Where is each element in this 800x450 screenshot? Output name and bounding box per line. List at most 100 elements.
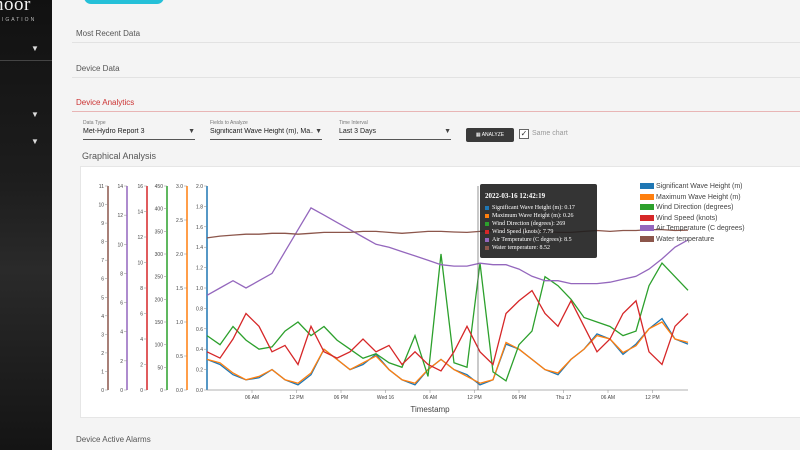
chevron-down-icon: ▼ [444,128,451,135]
legend-item[interactable]: Air Temperature (C degrees) [640,224,745,235]
analyze-label: ANALYZE [481,132,505,138]
y-tick-label: 2.0 [176,252,183,258]
y-tick-label: 8 [120,271,123,277]
y-tick-label: 0.8 [196,306,203,312]
sidebar-divider [0,60,52,61]
y-tick-label: 9 [101,221,104,227]
interval-value: Last 3 Days [339,128,376,135]
y-tick-label: 2 [140,363,143,369]
interval-label: Time Interval [339,120,368,126]
legend-item[interactable]: Significant Wave Height (m) [640,182,745,193]
analyze-button[interactable]: ▦ ANALYZE [466,128,514,142]
top-action-button[interactable] [84,0,164,4]
tooltip-row-text: Wind Direction (degrees): 269 [492,221,566,227]
y-tick-label: 8 [140,286,143,292]
y-tick-label: 4 [120,330,123,336]
y-tick-label: 10 [137,261,143,267]
legend-item[interactable]: Water temperature [640,235,745,246]
legend-swatch [640,225,654,232]
most-recent-data-header[interactable]: Most Recent Data [76,29,141,38]
chart-legend: Significant Wave Height (m) Maximum Wave … [640,182,745,245]
y-tick-label: 7 [101,258,104,264]
legend-swatch [640,193,654,200]
chevron-down-icon[interactable]: ▼ [31,44,39,53]
device-data-header[interactable]: Device Data [76,64,120,73]
tooltip-row: Significant Wave Height (m): 0.17 [485,204,597,212]
tooltip-row: Air Temperature (C degrees): 8.5 [485,236,597,244]
interval-select[interactable]: Last 3 Days ▼ [339,128,451,140]
y-tick-label: 1.8 [196,204,203,210]
brand-subtitle: IGATION [2,17,37,23]
tooltip-row: Maximum Wave Height (m): 0.26 [485,212,597,220]
x-tick-label: 12 PM [289,395,303,401]
y-tick-label: 6 [120,301,123,307]
y-tick-label: 2.5 [176,218,183,224]
chart-icon: ▦ [475,132,481,138]
tooltip-color-dot [485,205,489,210]
y-tick-label: 11 [99,184,104,190]
fields-value: Significant Wave Height (m), Ma... [210,128,316,135]
y-tick-label: 400 [155,207,164,213]
fields-select[interactable]: Significant Wave Height (m), Ma... ▼ [210,128,322,140]
y-tick-label: 14 [137,210,143,216]
y-tick-label: 0 [101,388,104,394]
tooltip-color-dot [485,237,489,242]
main-content: Most Recent Data Device Data Device Anal… [52,0,800,450]
y-tick-label: 6 [101,277,104,283]
chevron-down-icon: ▼ [188,128,195,135]
tooltip-row: Wind Speed (knots): 7.79 [485,228,597,236]
y-tick-label: 0.0 [196,388,203,394]
chevron-down-icon[interactable]: ▼ [31,137,39,146]
x-tick-label: 06 AM [245,395,259,401]
tooltip-row-text: Air Temperature (C degrees): 8.5 [492,237,572,243]
legend-item[interactable]: Maximum Wave Height (m) [640,193,745,204]
device-active-alarms-header[interactable]: Device Active Alarms [76,435,151,444]
y-tick-label: 4 [101,314,104,320]
y-tick-label: 200 [155,297,164,303]
y-tick-label: 3.0 [176,184,183,190]
y-tick-label: 100 [155,343,164,349]
divider [72,42,800,43]
y-tick-label: 450 [155,184,164,190]
y-tick-label: 10 [98,203,104,209]
y-tick-label: 0.2 [196,368,203,374]
legend-swatch [640,214,654,221]
legend-label: Wind Speed (knots) [656,214,718,222]
device-analytics-header[interactable]: Device Analytics [76,98,135,107]
y-tick-label: 150 [155,320,164,326]
legend-label: Significant Wave Height (m) [656,183,743,190]
x-tick-label: Wed 16 [377,395,394,401]
y-tick-label: 350 [155,229,164,235]
y-tick-label: 2 [101,351,104,357]
tooltip-row-text: Water temperature: 8.52 [492,245,550,251]
x-tick-label: 12 PM [467,395,481,401]
y-tick-label: 1.2 [196,266,203,272]
data-type-value: Met-Hydro Report 3 [83,128,145,135]
tooltip-row-text: Significant Wave Height (m): 0.17 [492,205,575,211]
legend-swatch [640,204,654,211]
data-type-select[interactable]: Met-Hydro Report 3 ▼ [83,128,195,140]
series-line [206,321,689,384]
x-tick-label: Thu 17 [556,395,572,401]
y-tick-label: 5 [101,295,104,301]
tooltip-row-text: Maximum Wave Height (m): 0.26 [492,213,574,219]
y-tick-label: 1.5 [176,286,183,292]
y-tick-label: 1.0 [176,320,183,326]
chart-tooltip: 2022-03-16 12:42:19 Significant Wave Hei… [480,184,597,258]
same-chart-label: Same chart [532,130,568,137]
series-line [206,207,689,296]
chevron-down-icon[interactable]: ▼ [31,110,39,119]
y-tick-label: 14 [117,184,123,190]
y-tick-label: 16 [137,184,143,190]
legend-swatch [640,183,654,190]
legend-label: Wind Direction (degrees) [656,204,734,211]
series-line [206,253,689,382]
y-tick-label: 50 [157,365,163,371]
chart-panel [80,166,800,418]
legend-item[interactable]: Wind Speed (knots) [640,214,745,225]
same-chart-checkbox[interactable]: ✓ [519,129,529,139]
legend-item[interactable]: Wind Direction (degrees) [640,203,745,214]
y-tick-label: 0.0 [176,388,183,394]
divider [72,111,800,112]
x-tick-label: 06 AM [423,395,437,401]
